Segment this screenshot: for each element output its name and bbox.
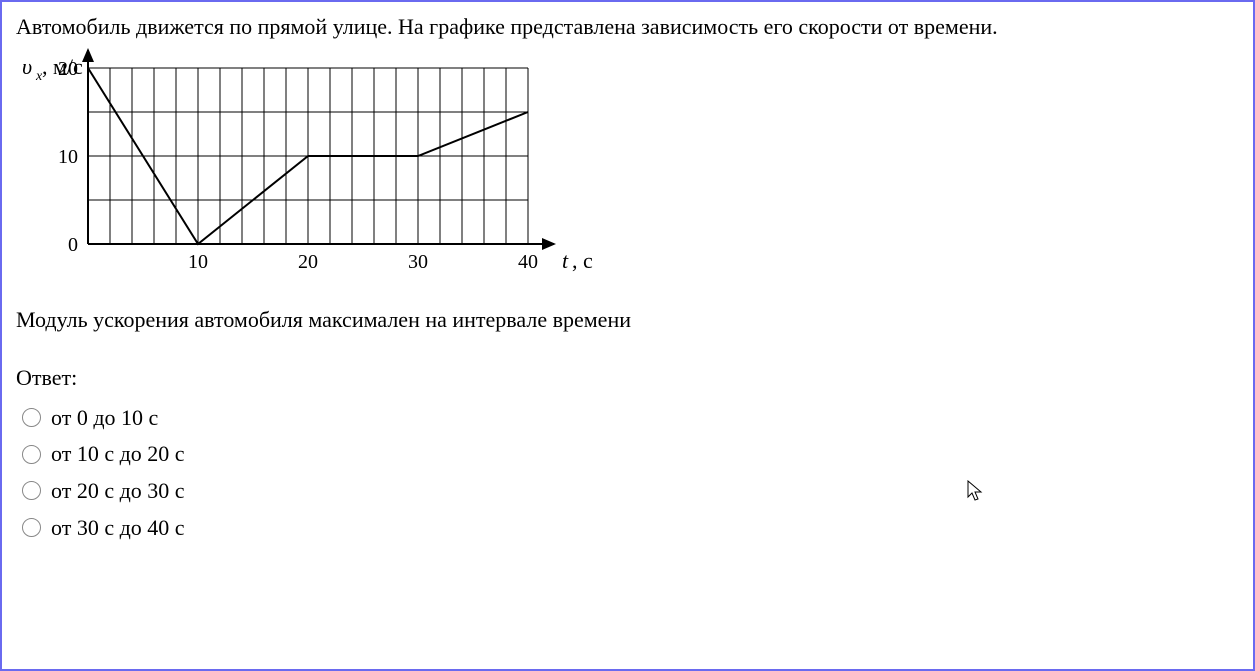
svg-text:, с: , с bbox=[572, 248, 593, 273]
svg-text:40: 40 bbox=[518, 251, 538, 273]
answer-label: Ответ: bbox=[16, 363, 1239, 393]
option-label: от 20 с до 30 с bbox=[51, 476, 185, 506]
question-subtext: Модуль ускорения автомобиля максимален н… bbox=[16, 305, 1239, 335]
radio-icon[interactable] bbox=[22, 518, 41, 537]
radio-icon[interactable] bbox=[22, 445, 41, 464]
svg-text:t: t bbox=[562, 248, 569, 273]
option-label: от 10 с до 20 с bbox=[51, 439, 185, 469]
radio-icon[interactable] bbox=[22, 408, 41, 427]
svg-text:, м/с: , м/с bbox=[42, 54, 83, 79]
option-label: от 0 до 10 с bbox=[51, 403, 158, 433]
svg-text:10: 10 bbox=[188, 251, 208, 273]
velocity-chart: 0102010203040υx, м/сt, с bbox=[16, 48, 1239, 296]
option-3[interactable]: от 30 с до 40 с bbox=[16, 513, 1239, 543]
option-0[interactable]: от 0 до 10 с bbox=[16, 403, 1239, 433]
question-intro: Автомобиль движется по прямой улице. На … bbox=[16, 12, 1239, 42]
svg-text:20: 20 bbox=[298, 251, 318, 273]
option-2[interactable]: от 20 с до 30 с bbox=[16, 476, 1239, 506]
svg-text:30: 30 bbox=[408, 251, 428, 273]
chart-svg: 0102010203040υx, м/сt, с bbox=[16, 48, 606, 288]
svg-text:υ: υ bbox=[22, 54, 32, 79]
svg-text:10: 10 bbox=[58, 146, 78, 168]
radio-icon[interactable] bbox=[22, 481, 41, 500]
options-group: от 0 до 10 с от 10 с до 20 с от 20 с до 30… bbox=[16, 403, 1239, 543]
option-label: от 30 с до 40 с bbox=[51, 513, 185, 543]
svg-text:0: 0 bbox=[68, 234, 78, 256]
option-1[interactable]: от 10 с до 20 с bbox=[16, 439, 1239, 469]
